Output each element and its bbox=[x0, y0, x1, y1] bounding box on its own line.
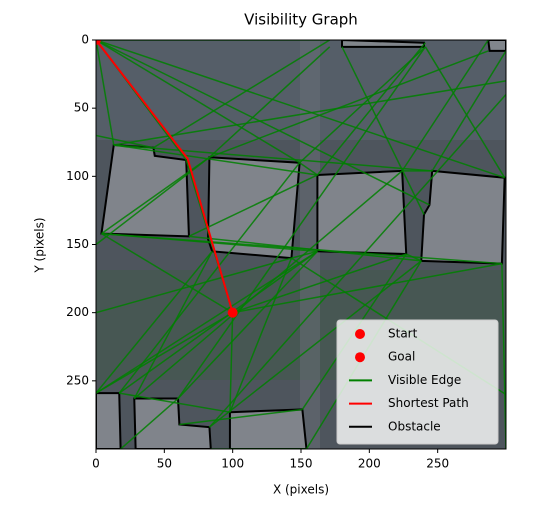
visible-edge bbox=[177, 46, 426, 399]
obstacle bbox=[341, 40, 425, 48]
visible-edge bbox=[113, 144, 433, 172]
start-point bbox=[96, 40, 101, 45]
y-axis-label: Y (pixels) bbox=[33, 217, 47, 273]
visible-edge bbox=[401, 40, 489, 172]
visible-edge bbox=[424, 46, 506, 179]
visible-edge bbox=[299, 162, 318, 176]
obstacle bbox=[316, 169, 408, 256]
visible-edge bbox=[232, 262, 503, 314]
obstacle bbox=[96, 392, 122, 449]
obstacle bbox=[420, 169, 506, 265]
legend-marker bbox=[355, 329, 365, 339]
visible-edge bbox=[209, 50, 489, 158]
visible-edge bbox=[118, 162, 301, 394]
visible-edge bbox=[501, 263, 506, 449]
visible-edge bbox=[113, 144, 318, 176]
visible-edge bbox=[405, 253, 422, 262]
visible-edge bbox=[229, 312, 234, 413]
x-tick-label: 100 bbox=[221, 457, 244, 471]
x-tick-label: 50 bbox=[157, 457, 172, 471]
visible-edge bbox=[188, 174, 318, 237]
legend-box bbox=[336, 319, 499, 445]
x-tick-label: 0 bbox=[92, 457, 100, 471]
visible-edge bbox=[96, 250, 213, 394]
visible-edge bbox=[208, 94, 506, 428]
visible-edge bbox=[188, 235, 422, 262]
visible-edge bbox=[96, 134, 154, 149]
x-tick-label: 200 bbox=[358, 457, 381, 471]
visible-edge bbox=[229, 257, 293, 413]
visible-edge bbox=[316, 42, 426, 176]
visible-edge bbox=[96, 40, 430, 206]
visible-edge bbox=[153, 40, 331, 149]
legend-label: Shortest Path bbox=[388, 396, 469, 410]
visible-edge bbox=[133, 170, 403, 400]
visible-edge bbox=[177, 250, 318, 400]
goal-point bbox=[227, 307, 238, 318]
visible-edge bbox=[96, 40, 115, 146]
visible-edge bbox=[208, 260, 422, 428]
visible-edge bbox=[96, 312, 234, 394]
y-tick-label: 250 bbox=[66, 373, 89, 387]
visible-edge bbox=[96, 40, 505, 179]
legend-marker bbox=[355, 352, 365, 363]
chart-title: Visibility Graph bbox=[244, 11, 358, 29]
x-axis-label: X (pixels) bbox=[273, 483, 329, 497]
visible-edge bbox=[118, 250, 318, 394]
legend-label: Start bbox=[388, 327, 418, 341]
legend-label: Visible Edge bbox=[388, 373, 461, 387]
visible-edge bbox=[179, 408, 303, 426]
y-tick-label: 0 bbox=[81, 33, 89, 47]
visible-edge bbox=[431, 50, 506, 172]
y-tick-label: 150 bbox=[66, 237, 89, 251]
visible-edge bbox=[96, 40, 301, 164]
x-tick-label: 150 bbox=[290, 457, 313, 471]
visible-edge bbox=[101, 232, 234, 314]
obstacle bbox=[228, 408, 308, 449]
y-tick-label: 200 bbox=[66, 305, 89, 319]
visible-edge bbox=[113, 80, 506, 146]
y-tick-label: 50 bbox=[74, 101, 89, 115]
visible-edge bbox=[120, 397, 179, 449]
x-tick-label: 250 bbox=[426, 457, 449, 471]
y-tick-label: 100 bbox=[66, 169, 89, 183]
shortest-path bbox=[96, 40, 234, 313]
obstacle bbox=[487, 40, 506, 52]
obstacle bbox=[207, 156, 301, 260]
legend-label: Obstacle bbox=[388, 419, 441, 433]
visible-edge bbox=[341, 46, 425, 215]
visible-edge bbox=[96, 257, 292, 314]
visible-edge bbox=[232, 253, 407, 314]
legend-label: Goal bbox=[388, 350, 415, 364]
visible-edge bbox=[208, 46, 331, 158]
obstacle bbox=[100, 143, 190, 238]
